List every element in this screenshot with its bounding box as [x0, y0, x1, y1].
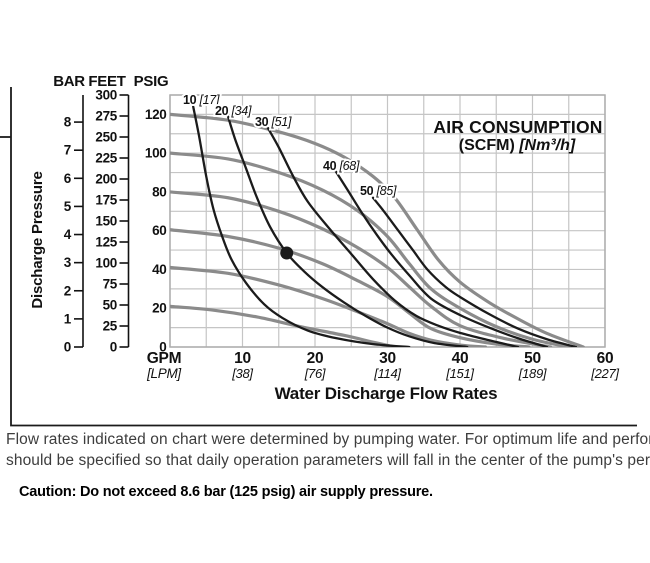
air-curve-40 — [334, 169, 549, 347]
curves — [170, 105, 585, 347]
feet-tick-label: 150 — [95, 214, 117, 229]
performance-curve-40 — [170, 265, 487, 347]
x-axis-labels: GPM[LPM] 10[38] 20[76] 30[114] 40[151] 50[189… — [146, 350, 620, 403]
air-curve-label-30: 30 [51] — [255, 115, 292, 129]
bar-tick-label: 0 — [64, 340, 71, 355]
air-curve-label-40: 40 [68] — [323, 159, 360, 173]
performance-curve-80 — [170, 190, 553, 347]
air-curve-label-20: 20 [34] — [215, 104, 252, 118]
bar-tick-label: 7 — [64, 143, 71, 158]
x-tick-gpm: 20 — [307, 350, 324, 367]
pump-performance-figure: BAR FEET PSIG 0 1 2 3 4 5 6 7 8 0 25 50 75 100 125 150 175 2… — [0, 73, 637, 427]
feet-tick-label: 50 — [103, 298, 117, 313]
air-label-nm3h: [17] — [198, 93, 219, 107]
scale-headers: BAR FEET PSIG — [53, 73, 168, 90]
feet-tick-label: 250 — [95, 130, 117, 145]
feet-header: FEET — [88, 73, 125, 90]
feet-tick-label: 225 — [95, 151, 117, 166]
performance-curve-120 — [170, 112, 585, 347]
bar-header: BAR — [53, 73, 85, 90]
performance-chart: BAR FEET PSIG01234567802550751001251501752… — [0, 73, 637, 427]
air-label-scfm: 40 — [323, 159, 339, 173]
x-tick-gpm: 50 — [524, 350, 541, 367]
bar-tick-label: 6 — [64, 171, 72, 186]
air-label-nm3h: [68] — [338, 159, 359, 173]
feet-tick-label: 125 — [95, 235, 117, 250]
air-curve-label-50: 50 [85] — [360, 184, 397, 198]
feet-tick-label: 175 — [95, 193, 117, 208]
air-curve-labels: 10 [17]20 [34]30 [51]40 [68]50 [85] — [181, 91, 399, 200]
psig-tick-label: 0 — [159, 340, 166, 355]
figure-footer: Flow rates indicated on chart were deter… — [0, 429, 650, 500]
performance-curve-100 — [170, 151, 571, 347]
air-curve-50 — [371, 196, 578, 347]
x-tick-lpm: [114] — [373, 366, 401, 381]
x-axis-title: Water Discharge Flow Rates — [275, 384, 498, 403]
x-tick-lpm: [76] — [304, 366, 326, 381]
chart-title: AIR CONSUMPTION(SCFM) [Nm³/h] — [433, 117, 602, 154]
psig-tick-label: 80 — [152, 184, 166, 199]
feet-tick-label: 100 — [95, 256, 117, 271]
performance-curve-60 — [170, 228, 531, 347]
x-tick-lpm: [227] — [590, 366, 619, 381]
bar-tick-label: 5 — [64, 199, 72, 214]
caution-text: Caution: Do not exceed 8.6 bar (125 psig… — [19, 484, 433, 500]
x-unit-gpm: GPM — [147, 350, 181, 367]
x-tick-lpm: [189] — [518, 366, 547, 381]
air-label-scfm: 50 — [360, 184, 376, 198]
air-curve-label-10: 10 [17] — [183, 93, 220, 107]
air-label-nm3h: [85] — [375, 184, 396, 198]
air-label-nm3h: [34] — [230, 104, 251, 118]
air-curve-10 — [192, 105, 411, 347]
y-scale-bar: 0 1 2 3 4 5 6 7 8 — [64, 95, 84, 355]
psig-header: PSIG — [134, 73, 169, 90]
air-label-scfm: 10 — [183, 93, 199, 107]
y-scale-feet: 0 25 50 75 100 125 150 175 200 225 250 275 300 — [95, 88, 130, 355]
x-tick-gpm: 10 — [234, 350, 251, 367]
chart-title-scfm: (SCFM) — [459, 137, 519, 154]
x-tick-gpm: 60 — [597, 350, 614, 367]
bar-tick-label: 1 — [64, 311, 72, 326]
feet-tick-label: 275 — [95, 109, 117, 124]
note-line-2: should be specified so that daily operat… — [6, 452, 650, 469]
bar-tick-label: 3 — [64, 255, 72, 270]
x-tick-lpm: [38] — [231, 366, 253, 381]
psig-tick-label: 40 — [152, 262, 166, 277]
x-unit-lpm: [LPM] — [146, 366, 182, 381]
bar-tick-label: 2 — [64, 283, 71, 298]
psig-tick-label: 100 — [145, 146, 167, 161]
x-tick-lpm: [151] — [445, 366, 474, 381]
feet-tick-label: 75 — [103, 277, 118, 292]
air-curve-30 — [266, 126, 520, 347]
feet-tick-label: 0 — [110, 340, 117, 355]
air-label-scfm: 20 — [215, 104, 231, 118]
y-scale-psig: 0 20 40 60 80 100 120 — [145, 107, 167, 355]
chart-title-line1: AIR CONSUMPTION — [433, 117, 602, 137]
feet-tick-label: 300 — [95, 88, 117, 103]
feet-tick-label: 200 — [95, 172, 117, 187]
operating-point-dot — [280, 246, 294, 260]
psig-tick-label: 120 — [145, 107, 167, 122]
chart-title-nm3h: [Nm³/h] — [518, 137, 576, 154]
psig-tick-label: 20 — [152, 301, 166, 316]
note-line-1: Flow rates indicated on chart were deter… — [6, 431, 650, 448]
y-axis-title: Discharge Pressure — [29, 171, 46, 308]
air-label-nm3h: [51] — [270, 115, 291, 129]
chart-title-line2: (SCFM) [Nm³/h] — [459, 137, 576, 154]
air-curve-20 — [226, 115, 469, 347]
bar-tick-label: 8 — [64, 115, 72, 130]
figure-border — [10, 87, 637, 427]
bar-tick-label: 4 — [64, 227, 72, 242]
air-label-scfm: 30 — [255, 115, 271, 129]
x-tick-gpm: 30 — [379, 350, 396, 367]
x-tick-gpm: 40 — [452, 350, 469, 367]
psig-tick-label: 60 — [152, 223, 166, 238]
feet-tick-label: 25 — [103, 319, 118, 334]
